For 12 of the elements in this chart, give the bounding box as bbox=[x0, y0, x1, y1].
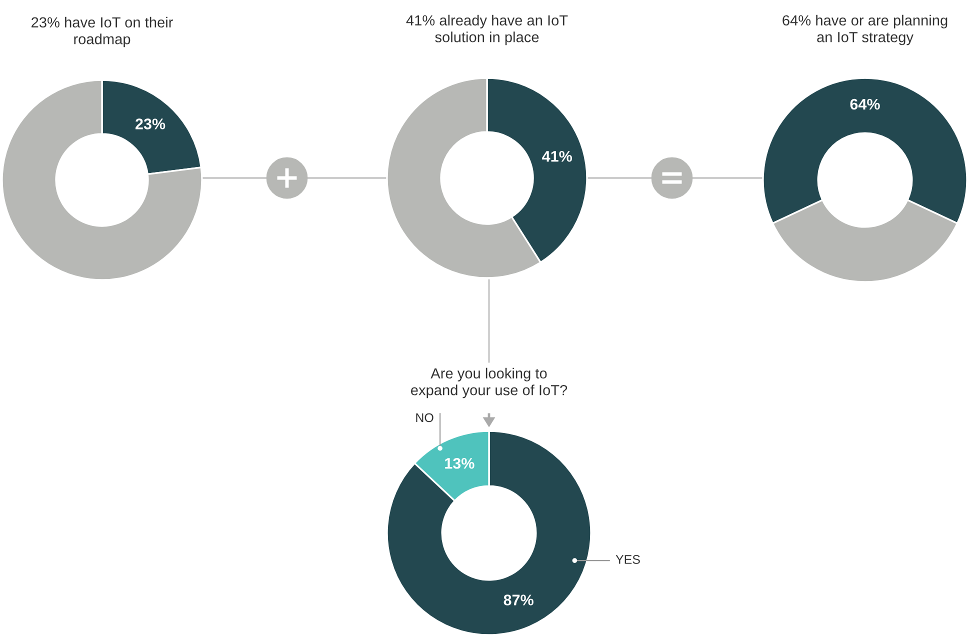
data-label: 13% bbox=[445, 458, 474, 469]
chart-title: Are you looking to expand your use of IoT? bbox=[410, 368, 568, 398]
chart-title: 23% have IoT on their roadmap bbox=[32, 16, 173, 48]
data-label: 41% bbox=[542, 150, 572, 162]
data-label: 23% bbox=[136, 118, 166, 130]
chart-title: 41% already have an IoT solution in place bbox=[406, 14, 568, 46]
data-label: 87% bbox=[504, 594, 534, 606]
donut-slice bbox=[386, 430, 592, 636]
slice-label: YES bbox=[616, 555, 640, 564]
data-label: 64% bbox=[850, 98, 880, 110]
slice-label: NO bbox=[416, 413, 434, 422]
chart-title: 64% have or are planning an IoT strategy bbox=[782, 14, 948, 46]
